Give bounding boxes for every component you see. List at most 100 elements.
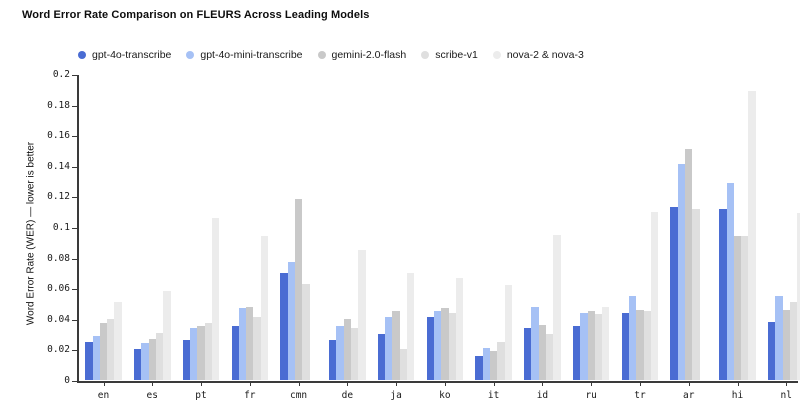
y-tick-label: 0.2 [52, 69, 70, 80]
bar-gpt-4o-transcribe-ja [377, 334, 386, 380]
bar-gpt-4o-mini-transcribe-ko [433, 311, 442, 380]
legend-dot-icon [492, 51, 501, 59]
x-tick-label: cmn [289, 390, 308, 401]
y-tick [72, 228, 77, 229]
bar-nova-2-nova-3-pt [211, 217, 220, 380]
bar-scribe-v1-de [351, 327, 359, 380]
bar-nova-2-nova-3-hi [748, 90, 756, 380]
bar-scribe-v1-ja [399, 349, 408, 380]
bar-gpt-4o-transcribe-fr [231, 326, 239, 380]
bar-gpt-4o-transcribe-cmn [280, 272, 288, 380]
legend-item-gpt-4o-mini-transcribe: gpt-4o-mini-transcribe [186, 49, 303, 61]
y-tick-label: 0 [64, 375, 70, 386]
legend-item-scribe-v1: scribe-v1 [421, 49, 478, 61]
y-axis-line [77, 75, 79, 382]
x-tick [444, 382, 446, 386]
y-tick-label: 0.12 [47, 191, 70, 203]
bar-nova-2-nova-3-id [553, 234, 561, 380]
x-tick-label: en [97, 390, 110, 401]
bar-gemini-2-0-flash-pt [197, 326, 205, 380]
bar-gpt-4o-mini-transcribe-es [141, 343, 149, 380]
bar-scribe-v1-ru [594, 314, 603, 380]
x-tick [347, 382, 349, 386]
x-tick-label: es [146, 390, 158, 401]
bar-gpt-4o-transcribe-de [329, 340, 337, 380]
bar-scribe-v1-pt [204, 323, 212, 380]
bar-gemini-2-0-flash-de [343, 318, 351, 380]
bar-scribe-v1-tr [643, 311, 651, 380]
x-tick-label: tr [634, 390, 646, 401]
bar-gpt-4o-mini-transcribe-ru [580, 312, 588, 380]
x-tick-label: pt [195, 390, 207, 401]
x-tick [737, 382, 739, 386]
bar-gpt-4o-transcribe-es [134, 349, 142, 380]
x-tick [298, 382, 300, 386]
legend-item-nova-2-nova-3: nova-2 & nova-3 [492, 49, 584, 61]
legend-label: scribe-v1 [435, 49, 478, 61]
y-tick [72, 350, 77, 352]
x-tick [591, 382, 593, 386]
bar-gemini-2-0-flash-it [490, 350, 498, 380]
y-tick-label: 0.02 [47, 344, 70, 356]
bar-nova-2-nova-3-it [504, 285, 512, 380]
bar-gpt-4o-mini-transcribe-en [92, 335, 100, 380]
y-tick [72, 105, 77, 107]
y-tick-label: 0.1 [52, 222, 70, 233]
bar-gpt-4o-transcribe-en [85, 341, 93, 380]
bar-gemini-2-0-flash-en [99, 323, 108, 380]
plot-area: Word Error Rate (WER) — lower is better … [26, 70, 800, 401]
bar-scribe-v1-nl [789, 301, 798, 380]
legend-label: nova-2 & nova-3 [506, 49, 584, 61]
bar-nova-2-nova-3-en [114, 301, 122, 380]
bar-gpt-4o-transcribe-tr [621, 312, 630, 380]
bar-nova-2-nova-3-fr [260, 236, 269, 380]
legend-dot-icon [78, 51, 86, 59]
bar-gpt-4o-transcribe-ru [572, 326, 581, 380]
bar-gemini-2-0-flash-fr [246, 306, 254, 380]
chart-legend: gpt-4o-transcribe gpt-4o-mini-transcribe g… [78, 49, 584, 61]
legend-dot-icon [317, 51, 326, 59]
bar-scribe-v1-ar [692, 208, 700, 380]
bar-gemini-2-0-flash-ko [441, 308, 449, 380]
bar-gpt-4o-mini-transcribe-tr [629, 295, 637, 380]
bar-nova-2-nova-3-de [358, 249, 366, 380]
y-tick [72, 197, 77, 199]
legend-label: gpt-4o-transcribe [92, 49, 172, 61]
bar-scribe-v1-fr [253, 317, 261, 380]
bar-gemini-2-0-flash-es [148, 338, 156, 380]
bar-gpt-4o-mini-transcribe-nl [775, 295, 783, 380]
bar-gemini-2-0-flash-ru [587, 311, 595, 380]
bar-scribe-v1-en [107, 318, 115, 380]
bar-gemini-2-0-flash-ar [685, 148, 693, 380]
bar-nova-2-nova-3-ja [407, 272, 415, 380]
legend-label: gemini-2.0-flash [331, 49, 407, 61]
bar-gemini-2-0-flash-nl [782, 309, 790, 380]
bar-scribe-v1-ko [448, 312, 456, 380]
bar-gpt-4o-transcribe-id [524, 327, 532, 380]
y-tick-label: 0.04 [47, 313, 70, 325]
bar-gemini-2-0-flash-ja [392, 311, 400, 380]
bar-nova-2-nova-3-nl [797, 213, 800, 380]
y-tick [72, 75, 77, 76]
bar-gemini-2-0-flash-tr [636, 309, 644, 380]
bar-gpt-4o-mini-transcribe-pt [190, 327, 198, 380]
bar-gpt-4o-mini-transcribe-hi [726, 182, 734, 380]
y-tick [72, 289, 77, 291]
bar-gpt-4o-mini-transcribe-it [482, 347, 490, 380]
x-tick [493, 382, 495, 386]
bar-gpt-4o-mini-transcribe-de [336, 326, 344, 380]
bar-nova-2-nova-3-es [163, 291, 171, 380]
x-tick [542, 382, 544, 386]
bar-gpt-4o-mini-transcribe-cmn [287, 262, 295, 380]
y-tick-label: 0.06 [47, 283, 70, 295]
x-tick [201, 382, 203, 386]
y-tick-label: 0.18 [47, 99, 70, 111]
x-tick [688, 382, 690, 386]
x-tick-label: ru [585, 390, 597, 401]
bar-gpt-4o-transcribe-it [475, 355, 483, 380]
y-tick-label: 0.16 [47, 130, 70, 142]
bar-gpt-4o-mini-transcribe-fr [238, 308, 247, 380]
bar-gpt-4o-mini-transcribe-ja [385, 317, 393, 380]
x-tick-label: de [341, 390, 354, 401]
